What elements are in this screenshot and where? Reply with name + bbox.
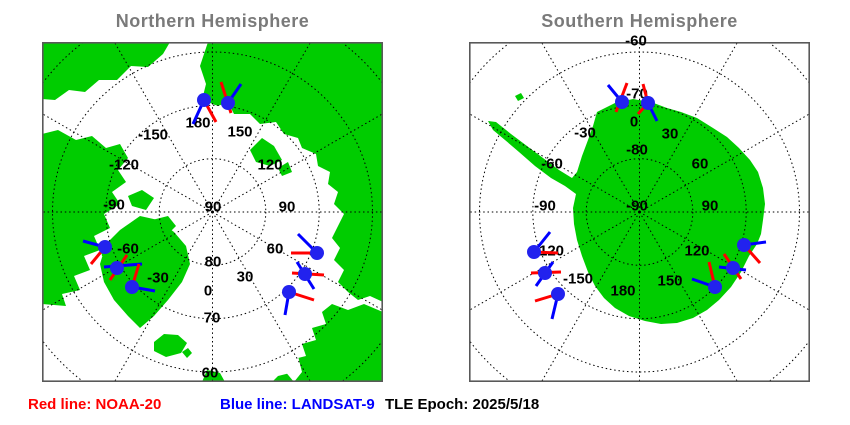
- satellite-position-marker: [606, 82, 629, 113]
- satellite-position-marker: [282, 285, 315, 316]
- satellite-position-marker: [191, 93, 218, 125]
- grid-label: -60: [625, 33, 647, 50]
- satellite-position-marker: [82, 239, 112, 265]
- grid-label: -120: [109, 157, 139, 174]
- grid-label: 180: [185, 115, 210, 132]
- grid-label: 60: [202, 365, 219, 382]
- grid-label: 120: [684, 243, 709, 260]
- grid-label: -150: [138, 127, 168, 144]
- southern-hemisphere-title: Southern Hemisphere: [541, 11, 738, 31]
- satellite-position-marker: [530, 261, 562, 287]
- grid-label: -90: [103, 197, 125, 214]
- grid-label: -90: [626, 198, 648, 215]
- landmass-layer: [42, 42, 383, 382]
- grid-label: 0: [204, 283, 212, 300]
- grid-label: 30: [237, 269, 254, 286]
- grid-label: -30: [147, 270, 169, 287]
- satellite-position-marker: [103, 254, 143, 281]
- southern-hemisphere-map: -60 -70 0 -30 30 -80 -60 60 -90 -90 90 -120 120 -150 1…: [469, 33, 810, 382]
- satellite-position-marker: [291, 261, 325, 290]
- grid-label: -80: [626, 142, 648, 159]
- graticule-layer: [42, 42, 383, 382]
- grid-label: -30: [574, 125, 596, 142]
- grid-label: 90: [702, 198, 719, 215]
- grid-label: -120: [534, 243, 564, 260]
- satellite-position-marker: [291, 232, 324, 260]
- grid-label: 90: [279, 199, 296, 216]
- satellite-position-marker: [737, 238, 767, 264]
- grid-label: 30: [662, 126, 679, 143]
- south-map-svg: -60 -70 0 -30 30 -80 -60 60 -90 -90 90 -120 120 -150 1…: [469, 33, 810, 382]
- grid-label: 180: [610, 283, 635, 300]
- grid-label: 90: [205, 199, 222, 216]
- northern-hemisphere-title: Northern Hemisphere: [115, 11, 310, 31]
- grid-label: 150: [227, 124, 252, 141]
- grid-label: 0: [630, 114, 638, 131]
- legend-red-line-noaa20: Red line: NOAA-20: [28, 396, 162, 413]
- grid-label: 150: [657, 273, 682, 290]
- grid-label: 120: [257, 157, 282, 174]
- satellite-position-marker: [527, 231, 559, 259]
- grid-label: -60: [117, 241, 139, 258]
- grid-label: 60: [692, 156, 709, 173]
- satellite-position-marker: [636, 83, 659, 122]
- grid-label: -60: [541, 156, 563, 173]
- tle-epoch-label: TLE Epoch: 2025/5/18: [385, 396, 540, 413]
- grid-label: -70: [626, 86, 648, 103]
- graticule-layer: [469, 42, 810, 382]
- grid-label: 60: [267, 241, 284, 258]
- grid-label: -150: [563, 271, 593, 288]
- grid-label: 80: [205, 254, 222, 271]
- north-map-svg: 180 -150 150 -120 120 -90 90 90 -60 60 -30 30 0 80 70 6…: [42, 42, 383, 382]
- grid-label: 70: [204, 310, 221, 327]
- satellite-position-marker: [219, 81, 243, 114]
- satellite-position-marker: [125, 263, 156, 294]
- satellite-position-marker: [691, 261, 722, 294]
- northern-hemisphere-map: 180 -150 150 -120 120 -90 90 90 -60 60 -30 30 0 80 70 6…: [42, 42, 383, 382]
- satellite-position-marker: [718, 253, 747, 280]
- satellite-position-marker: [534, 287, 565, 320]
- grid-label: -90: [534, 198, 556, 215]
- legend-blue-line-landsat9: Blue line: LANDSAT-9: [220, 396, 375, 413]
